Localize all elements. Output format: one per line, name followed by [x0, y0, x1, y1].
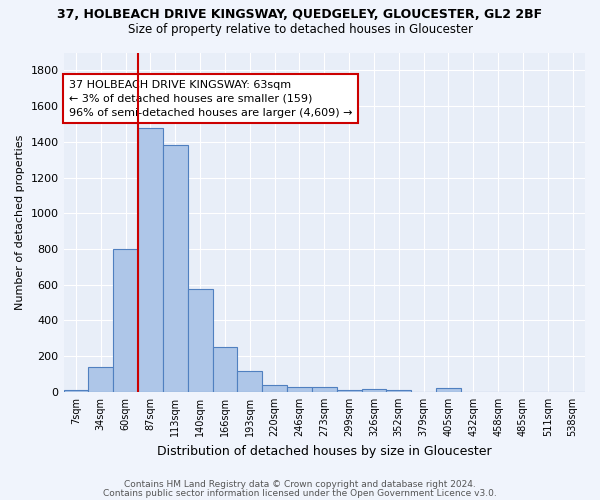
Bar — [163, 146, 188, 392]
Bar — [362, 390, 386, 392]
Text: 37, HOLBEACH DRIVE KINGSWAY, QUEDGELEY, GLOUCESTER, GL2 2BF: 37, HOLBEACH DRIVE KINGSWAY, QUEDGELEY, … — [58, 8, 542, 20]
Bar — [436, 388, 461, 392]
Text: Contains public sector information licensed under the Open Government Licence v3: Contains public sector information licen… — [103, 488, 497, 498]
Bar — [386, 390, 411, 392]
Bar — [287, 388, 312, 392]
Bar — [238, 372, 262, 392]
X-axis label: Distribution of detached houses by size in Gloucester: Distribution of detached houses by size … — [157, 444, 491, 458]
Bar — [88, 367, 113, 392]
Text: Contains HM Land Registry data © Crown copyright and database right 2024.: Contains HM Land Registry data © Crown c… — [124, 480, 476, 489]
Bar — [212, 348, 238, 392]
Bar — [113, 249, 138, 392]
Bar — [138, 128, 163, 392]
Bar — [262, 385, 287, 392]
Y-axis label: Number of detached properties: Number of detached properties — [15, 134, 25, 310]
Bar — [312, 388, 337, 392]
Bar — [64, 390, 88, 392]
Text: 37 HOLBEACH DRIVE KINGSWAY: 63sqm
← 3% of detached houses are smaller (159)
96% : 37 HOLBEACH DRIVE KINGSWAY: 63sqm ← 3% o… — [69, 80, 352, 118]
Bar — [188, 289, 212, 392]
Text: Size of property relative to detached houses in Gloucester: Size of property relative to detached ho… — [128, 22, 473, 36]
Bar — [337, 390, 362, 392]
